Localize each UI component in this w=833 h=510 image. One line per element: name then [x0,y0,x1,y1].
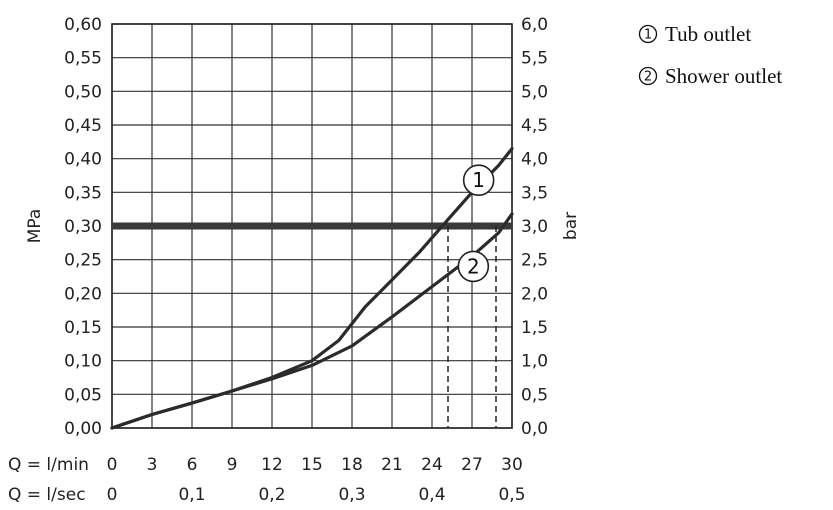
x-tick-label: 0,3 [338,485,365,505]
y-left-tick-label: 0,55 [64,49,102,69]
y-right-tick-label: 1,0 [521,352,548,372]
x-tick-label: 27 [461,455,483,475]
y-right-tick-label: 5,0 [521,82,548,102]
y-left-tick-label: 0,05 [64,385,102,405]
x-tick-label: 0,4 [418,485,445,505]
y-left-tick-label: 0,45 [64,116,102,136]
x-tick-label: 24 [421,455,443,475]
x-axes-ticks: Q = l/min 0 3 6 9 12 15 18 21 24 27 30 Q = l/sec 0 0,1… [8,455,526,505]
y-right-axis-title: bar [561,212,581,240]
y-left-axis-title: MPa [25,209,45,244]
y-left-tick-label: 0,40 [64,150,102,170]
x-tick-label: 0 [107,485,118,505]
x-tick-label: 30 [501,455,523,475]
y-left-tick-label: 0,10 [64,352,102,372]
x-tick-label: 18 [341,455,363,475]
x-tick-label: 21 [381,455,403,475]
x-axis-label: Q = l/min [8,455,89,475]
drop-lines [447,226,497,428]
y-right-tick-label: 5,5 [521,49,548,69]
y-right-tick-label: 0,0 [521,419,548,439]
legend-label: Tub outlet [665,22,751,46]
y-right-tick-label: 0,5 [521,385,548,405]
series-callouts: 12 [457,164,495,283]
x-axis-label: Q = l/sec [8,485,86,505]
y-left-tick-label: 0,60 [64,15,102,35]
legend-marker-number: 2 [644,70,652,85]
legend-marker-circle [638,66,658,86]
series-callout-number: 2 [467,254,480,278]
x-tick-label: 0,1 [178,485,205,505]
series-callout-circle [457,250,490,283]
x-tick-label: 15 [301,455,323,475]
y-left-tick-label: 0,00 [64,419,102,439]
y-right-tick-label: 1,5 [521,318,548,338]
x-tick-label: 0,2 [258,485,285,505]
y-right-tick-label: 3,5 [521,183,548,203]
series-callout-number: 1 [472,168,485,192]
x-tick-label: 9 [227,455,238,475]
x-tick-label: 12 [261,455,283,475]
legend-entry-1: 1 Tub outlet [638,22,751,46]
y-right-tick-label: 4,5 [521,116,548,136]
y-left-ticks: 0,00 0,05 0,10 0,15 0,20 0,25 0,30 0,35 0,40 0,45… [64,15,102,439]
y-left-tick-label: 0,30 [64,217,102,237]
y-right-tick-label: 4,0 [521,150,548,170]
y-left-tick-label: 0,50 [64,82,102,102]
legend-label: Shower outlet [665,64,782,88]
x-tick-label: 3 [147,455,158,475]
y-left-tick-label: 0,20 [64,284,102,304]
y-right-tick-label: 3,0 [521,217,548,237]
x-tick-label: 6 [187,455,198,475]
y-left-tick-label: 0,25 [64,251,102,271]
y-left-tick-label: 0,35 [64,183,102,203]
y-left-tick-label: 0,15 [64,318,102,338]
x-tick-label: 0 [107,455,118,475]
legend-marker-number: 1 [644,28,652,43]
y-right-tick-label: 2,0 [521,284,548,304]
legend: 1 Tub outlet 2 Shower outlet [638,22,782,88]
y-right-ticks: 0,0 0,5 1,0 1,5 2,0 2,5 3,0 3,5 4,0 4,5 5,0 5,5 6,0 [521,15,548,439]
y-right-tick-label: 6,0 [521,15,548,35]
legend-marker-circle [638,24,658,44]
series-callout-circle [462,164,495,197]
legend-entry-2: 2 Shower outlet [638,64,782,88]
x-tick-label: 0,5 [498,485,525,505]
y-right-tick-label: 2,5 [521,251,548,271]
